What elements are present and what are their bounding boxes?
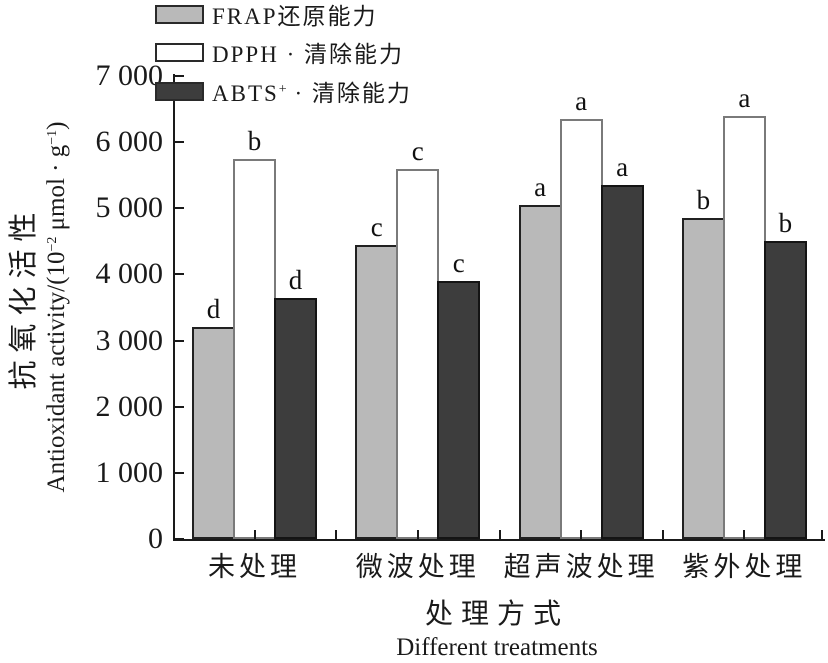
sig-letter-DPPH·清除能力-紫外处理: a [738, 82, 751, 113]
y-tick-label-6000: 6 000 [95, 125, 164, 159]
x-tick-center-微波处理 [416, 530, 419, 539]
legend-label-frap-text2: 还原能力 [277, 4, 378, 29]
y-tick-6000 [175, 141, 184, 144]
legend-label-dpph: DPPH · 清除能力 [212, 35, 404, 69]
legend-label-dpph-text2: · 清除能力 [278, 42, 404, 67]
legend-item-frap: FRAP还原能力 [155, 2, 378, 29]
sig-letter-ABTS⁺·清除能力-超声波处理: a [616, 152, 629, 183]
bar-FRAP还原能力-未处理 [192, 327, 235, 539]
x-category-label-紫外处理: 紫外处理 [682, 552, 807, 582]
sig-letter-ABTS⁺·清除能力-未处理: d [288, 264, 303, 295]
sig-letter-ABTS⁺·清除能力-微波处理: c [452, 248, 465, 278]
x-category-label-超声波处理: 超声波处理 [503, 552, 659, 582]
legend-label-frap-text: FRAP [212, 4, 278, 29]
bar-ABTS⁺·清除能力-微波处理 [437, 281, 481, 539]
y-tick-4000 [175, 273, 184, 276]
legend-label-dpph-text: DPPH [212, 42, 279, 67]
bar-ABTS⁺·清除能力-紫外处理 [763, 241, 807, 539]
y-tick-label-2000: 2 000 [95, 389, 164, 423]
legend-label-abts-text: ABTS [212, 81, 279, 106]
sig-letter-FRAP还原能力-未处理: d [206, 294, 221, 325]
x-tick-right-end [821, 530, 823, 539]
y-axis-title-chinese: 抗氧化活性 [8, 204, 40, 390]
y-tick-label-1000: 1 000 [95, 455, 164, 489]
legend-label-abts: ABTS+ · 清除能力 [212, 74, 412, 108]
bar-ABTS⁺·清除能力-未处理 [274, 297, 317, 539]
sig-letter-DPPH·清除能力-未处理: b [247, 125, 262, 156]
y-tick-1000 [175, 471, 184, 474]
y-axis-title-en-sup1: −2 [45, 236, 60, 252]
y-tick-label-4000: 4 000 [95, 257, 164, 291]
sig-letter-DPPH·清除能力-微波处理: c [411, 135, 424, 166]
legend-swatch-abts [155, 81, 204, 101]
legend-item-dpph: DPPH · 清除能力 [155, 40, 404, 67]
x-tick-center-紫外处理 [743, 530, 746, 539]
sig-letter-ABTS⁺·清除能力-紫外处理: b [778, 208, 793, 239]
y-tick-5000 [175, 207, 184, 210]
x-category-label-未处理: 未处理 [208, 552, 301, 582]
y-tick-0 [175, 538, 184, 540]
y-axis-line [173, 74, 175, 541]
y-tick-label-7000: 7 000 [95, 59, 164, 92]
y-axis-title-english: Antioxidant activity/(10−2 μmol · g−1) [43, 122, 71, 493]
y-tick-7000 [175, 75, 184, 77]
legend-swatch-frap [155, 4, 204, 24]
x-category-label-微波处理: 微波处理 [355, 552, 480, 582]
y-tick-2000 [175, 405, 184, 408]
x-axis-title-chinese: 处理方式 [424, 599, 570, 630]
bar-FRAP还原能力-微波处理 [355, 244, 399, 539]
bar-DPPH·清除能力-未处理 [233, 158, 276, 539]
legend-swatch-dpph [155, 42, 204, 62]
legend-label-frap: FRAP还原能力 [212, 0, 378, 31]
bar-FRAP还原能力-超声波处理 [518, 205, 562, 539]
legend-label-abts-text2: · 清除能力 [286, 81, 412, 106]
bar-DPPH·清除能力-超声波处理 [559, 119, 603, 539]
y-tick-label-5000: 5 000 [95, 191, 164, 225]
legend-item-abts: ABTS+ · 清除能力 [155, 79, 412, 106]
x-axis-title-english: Different treatments [396, 634, 598, 661]
y-tick-label-0: 0 [148, 522, 163, 555]
bar-DPPH·清除能力-微波处理 [396, 168, 440, 539]
x-tick-boundary-2 [661, 530, 664, 539]
x-tick-boundary-0 [335, 530, 338, 539]
x-tick-boundary-1 [498, 530, 501, 539]
sig-letter-DPPH·清除能力-超声波处理: a [575, 86, 588, 116]
bar-FRAP还原能力-紫外处理 [681, 218, 725, 539]
x-tick-center-超声波处理 [580, 530, 583, 539]
bar-ABTS⁺·清除能力-超声波处理 [600, 185, 644, 539]
legend: FRAP还原能力 DPPH · 清除能力 ABTS+ · 清除能力 [155, 2, 515, 122]
sig-letter-FRAP还原能力-微波处理: c [370, 211, 383, 242]
x-tick-center-未处理 [253, 530, 256, 539]
bar-DPPH·清除能力-紫外处理 [722, 115, 766, 539]
sig-letter-FRAP还原能力-紫外处理: b [696, 185, 711, 216]
y-tick-label-3000: 3 000 [95, 323, 164, 357]
y-tick-3000 [175, 339, 184, 342]
sig-letter-FRAP还原能力-超声波处理: a [534, 172, 547, 202]
x-axis-line [173, 539, 825, 541]
legend-label-abts-sup: + [278, 82, 287, 97]
